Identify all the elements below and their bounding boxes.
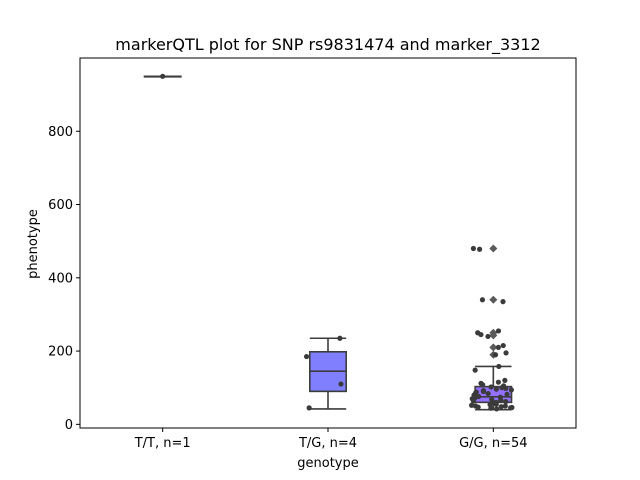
data-point [503, 385, 509, 392]
y-tick-label: 200 [48, 345, 73, 360]
data-point [160, 73, 166, 79]
data-point [508, 387, 515, 393]
data-point [503, 350, 509, 356]
y-axis-label: phenotype [26, 209, 41, 279]
data-point [479, 297, 486, 303]
y-tick-label: 0 [65, 418, 73, 433]
data-point [468, 402, 475, 408]
outlier-marker [489, 244, 498, 253]
data-point [492, 352, 499, 358]
data-point [494, 406, 500, 412]
data-point [489, 396, 495, 403]
x-tick-label: T/T, n=1 [134, 436, 191, 451]
data-point [475, 404, 481, 410]
data-point [488, 405, 494, 411]
axes: 0 200 400 600 800 T/T, n=1 T/G, n=4 G/G, n=54 [48, 57, 577, 451]
x-axis-label: genotype [297, 456, 358, 471]
data-point [502, 377, 508, 383]
data-point [500, 299, 506, 305]
data-point [476, 246, 483, 252]
data-point [495, 379, 502, 385]
data-point [493, 401, 499, 407]
data-point [500, 342, 506, 349]
data-point [493, 386, 499, 392]
outlier-marker [489, 328, 498, 337]
data-point [504, 391, 510, 397]
data-point [470, 398, 476, 404]
x-tick-label: G/G, n=54 [459, 436, 527, 451]
data-point [507, 405, 514, 411]
data-point [337, 335, 343, 341]
data-point [498, 397, 504, 403]
data-point [480, 382, 486, 388]
x-tick-label: T/G, n=4 [298, 436, 357, 451]
data-point [480, 388, 487, 394]
data-point [503, 399, 509, 405]
data-point [485, 390, 491, 397]
data-point [306, 405, 312, 411]
data-point [499, 385, 505, 391]
data-point [488, 384, 494, 390]
data-point [495, 344, 501, 351]
data-point [478, 331, 484, 338]
data-point [472, 367, 478, 373]
plot-area [143, 73, 515, 412]
data-point [495, 328, 502, 334]
chart-title: markerQTL plot for SNP rs9831474 and mar… [115, 35, 540, 55]
data-point [496, 363, 502, 370]
data-point [485, 333, 491, 340]
outlier-marker [489, 343, 498, 352]
y-tick-label: 400 [48, 271, 73, 286]
data-point [470, 245, 477, 252]
data-point [498, 404, 504, 410]
data-point [303, 353, 310, 360]
outlier-marker [489, 295, 498, 304]
data-point [338, 381, 344, 387]
data-point [502, 403, 508, 409]
y-tick-label: 800 [48, 125, 73, 140]
y-tick-label: 600 [48, 198, 73, 213]
